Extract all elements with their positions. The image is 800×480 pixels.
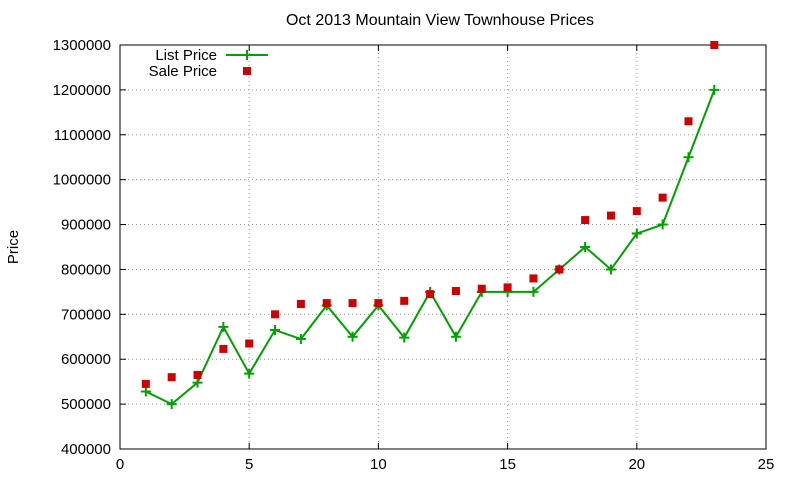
y-tick-label: 800000	[61, 261, 111, 278]
x-tick-label: 25	[758, 456, 775, 473]
legend-square-sample	[243, 67, 251, 75]
sale-price-marker	[374, 299, 383, 308]
list-price-marker	[244, 368, 255, 379]
data-series	[140, 41, 720, 410]
list-price-line	[145, 89, 716, 406]
sale-price-marker	[219, 344, 228, 353]
x-tick-label: 15	[499, 456, 516, 473]
sale-price-marker	[632, 207, 641, 216]
y-tick-label: 900000	[61, 217, 111, 234]
sale-price-marker	[684, 117, 693, 126]
sale-price-marker	[555, 265, 564, 274]
list-price-marker	[270, 325, 281, 336]
sale-price-marker	[322, 299, 331, 308]
legend-label: List Price	[155, 47, 217, 64]
sale-price-marker	[451, 286, 460, 295]
list-price-marker	[166, 399, 177, 410]
list-price-marker	[347, 331, 358, 342]
sale-price-marker	[348, 299, 357, 308]
list-price-marker	[683, 152, 694, 163]
x-tick-label: 0	[116, 456, 124, 473]
x-tick-label: 5	[245, 456, 253, 473]
y-tick-label: 1300000	[53, 37, 111, 54]
list-price-marker	[399, 332, 410, 343]
sale-price-marker	[426, 290, 435, 299]
y-tick-label: 500000	[61, 396, 111, 413]
grid-lines	[120, 45, 766, 449]
list-price-marker	[580, 242, 591, 252]
list-price-marker	[295, 334, 306, 345]
list-price-marker	[657, 219, 668, 230]
sale-price-marker	[529, 274, 538, 283]
sale-price-marker	[477, 284, 486, 293]
series-sale-price	[141, 41, 719, 388]
sale-price-marker	[503, 283, 512, 292]
x-tick-label: 10	[370, 456, 387, 473]
sale-price-marker	[141, 379, 150, 388]
legend-label: Sale Price	[149, 63, 217, 80]
list-price-marker	[709, 84, 720, 95]
legend-plus-sample	[242, 50, 252, 60]
sale-price-marker	[245, 339, 254, 348]
y-axis-label: Price	[5, 230, 22, 264]
sale-price-marker	[710, 41, 719, 49]
y-tick-label: 400000	[61, 441, 111, 458]
list-price-marker	[605, 264, 616, 275]
list-price-marker	[528, 286, 539, 297]
y-tick-label: 700000	[61, 306, 111, 323]
chart-title: Oct 2013 Mountain View Townhouse Prices	[286, 12, 594, 29]
sale-price-marker	[296, 300, 305, 309]
sale-price-marker	[658, 193, 667, 202]
list-price-marker	[631, 228, 642, 239]
x-tick-label: 20	[628, 456, 645, 473]
y-tick-label: 1200000	[53, 82, 111, 99]
y-tick-label: 600000	[61, 351, 111, 368]
list-price-marker	[192, 377, 203, 388]
sale-price-marker	[400, 296, 409, 305]
list-price-marker	[218, 321, 229, 332]
sale-price-marker	[581, 216, 590, 225]
y-tick-label: 1100000	[54, 127, 111, 144]
y-tick-label: 1000000	[53, 172, 111, 189]
sale-price-marker	[271, 310, 280, 319]
list-price-marker	[450, 331, 461, 342]
plot-border	[119, 44, 767, 450]
axes: 0 5 10 15 20 25 400000 500000 600000 700000 800000…	[53, 37, 775, 473]
sale-price-marker	[193, 370, 202, 379]
list-price-marker	[140, 386, 151, 397]
series-list-price	[140, 84, 720, 410]
sale-price-marker	[167, 373, 176, 382]
sale-price-marker	[606, 211, 615, 220]
